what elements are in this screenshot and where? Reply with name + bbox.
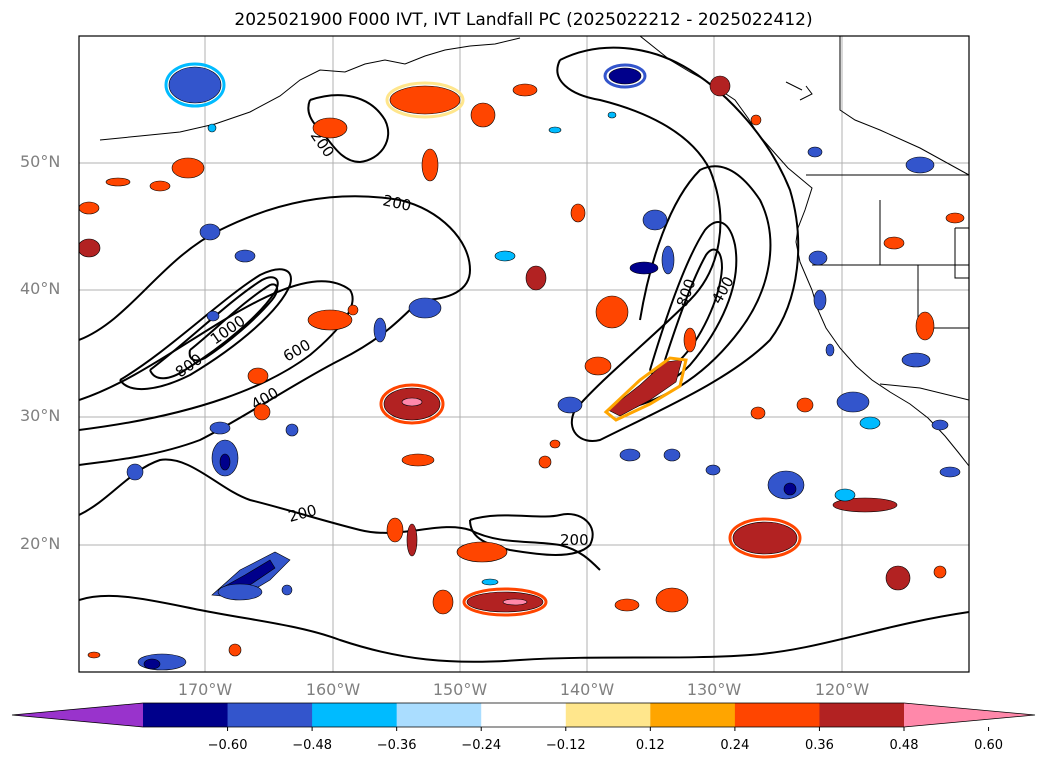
colorbar-tick-label: 0.24	[720, 738, 750, 753]
colorbar-tick-label: −0.12	[545, 738, 586, 753]
contour-label: 800	[172, 350, 206, 381]
lon-label-130w: 130°W	[686, 680, 742, 699]
colorbar-segment	[227, 703, 313, 727]
colorbar-segment	[734, 703, 820, 727]
positive-pc-patches	[79, 75, 965, 659]
colorbar-extend-max	[904, 703, 1035, 727]
contour-label: 200	[381, 191, 413, 215]
lon-label-150w: 150°W	[432, 680, 488, 699]
colorbar-tick-label: −0.24	[461, 738, 502, 753]
lon-label-170w: 170°W	[177, 680, 233, 699]
colorbar-segment	[396, 703, 482, 727]
colorbar-segment	[819, 703, 905, 727]
colorbar-tick-label: 0.12	[635, 738, 665, 753]
ivt-contour-200-jet	[556, 46, 800, 442]
colorbar-extend-min	[12, 703, 143, 727]
ivt-contour-400-west	[79, 280, 354, 431]
ivt-contour-1000-west	[188, 283, 278, 362]
lat-label-40n: 40°N	[20, 279, 61, 298]
contour-label: 800	[673, 276, 700, 309]
colorbar-tick-label: −0.36	[376, 738, 417, 753]
negative-pc-patches	[126, 62, 961, 671]
ivt-contour-400-east	[619, 165, 772, 411]
lon-label-120w: 120°W	[814, 680, 870, 699]
contour-labels: 200 200 200 200 400 400 600 800 800 1000	[172, 127, 738, 549]
ivt-contour-200-south	[79, 458, 601, 571]
colorbar-segment	[312, 703, 398, 727]
lat-label-20n: 20°N	[20, 534, 61, 553]
contour-label: 600	[280, 336, 314, 366]
map-gridlines	[79, 36, 969, 672]
map-frame	[78, 35, 970, 673]
colorbar-segment	[481, 703, 567, 727]
colorbar-segment	[650, 703, 736, 727]
lat-label-30n: 30°N	[20, 406, 61, 425]
lon-label-160w: 160°W	[305, 680, 361, 699]
contour-label: 200	[286, 501, 318, 526]
colorbar-outline	[11, 702, 1036, 728]
ivt-contour-200-south2	[79, 594, 969, 663]
colorbar-tick-label: −0.48	[292, 738, 333, 753]
ivt-contour-600-west	[119, 268, 292, 391]
ivt-contour-200-north	[79, 195, 472, 466]
ivt-contours	[79, 46, 969, 663]
lat-label-50n: 50°N	[20, 152, 61, 171]
colorbar-tick-label: 0.36	[804, 738, 834, 753]
contour-label: 200	[560, 531, 589, 549]
colorbar-tick-label: −0.60	[207, 738, 248, 753]
lon-label-140w: 140°W	[559, 680, 615, 699]
colorbar-segment	[143, 703, 229, 727]
colorbar-tick-label: 0.48	[889, 738, 919, 753]
colorbar-segment	[565, 703, 651, 727]
colorbar	[11, 702, 1036, 731]
map-title: 2025021900 F000 IVT, IVT Landfall PC (20…	[234, 10, 813, 30]
colorbar-tick-label: 0.60	[974, 738, 1004, 753]
